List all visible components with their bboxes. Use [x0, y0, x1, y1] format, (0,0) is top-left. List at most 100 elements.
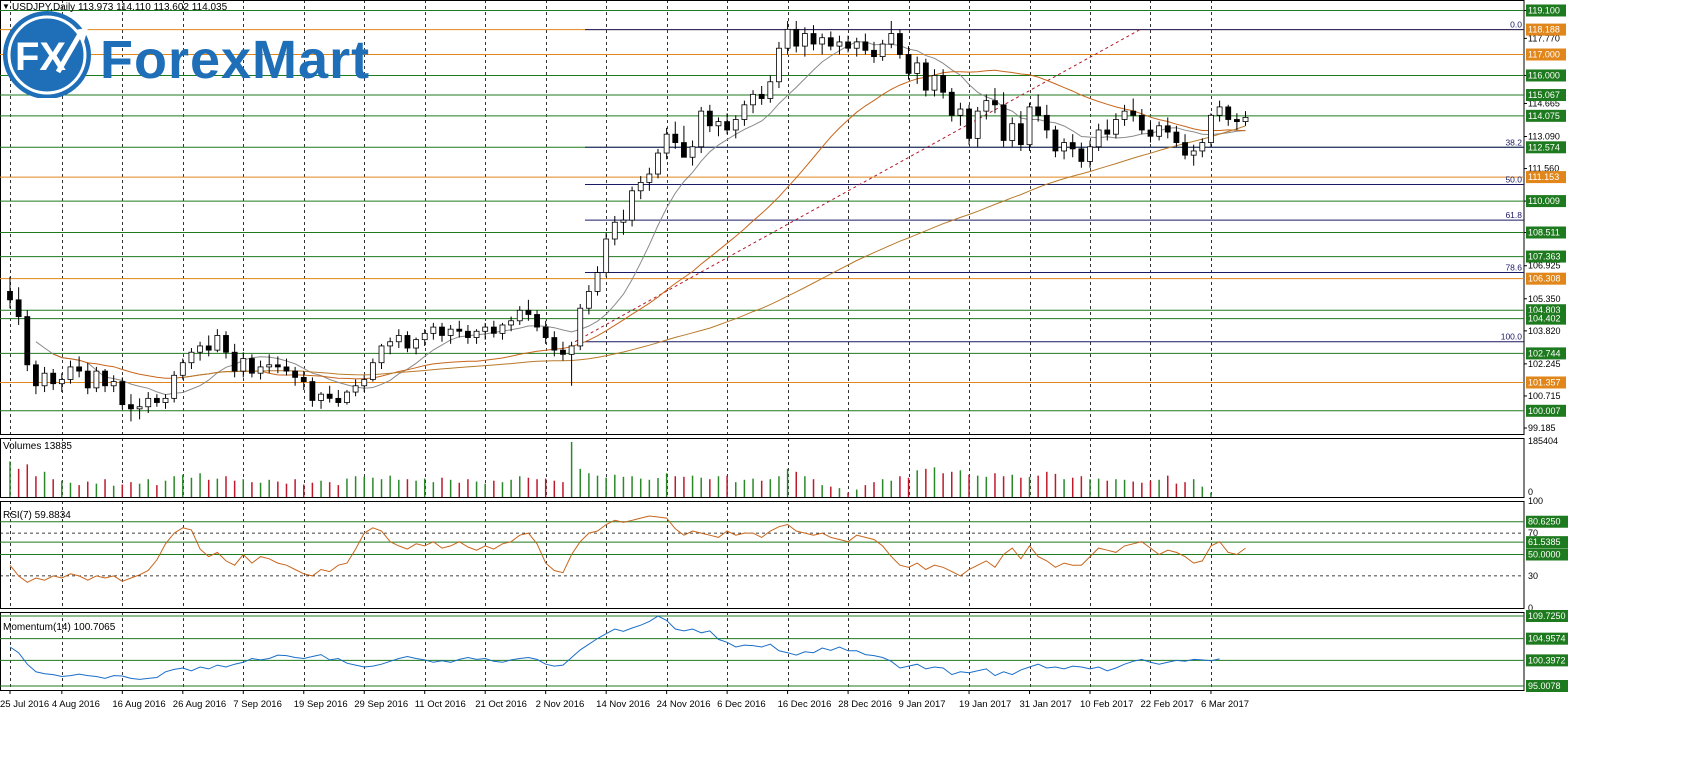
- candle-body: [205, 345, 212, 351]
- candle-body: [318, 393, 324, 401]
- candle-body: [41, 372, 48, 387]
- forexmart-logo: FX ForexMart: [3, 11, 369, 98]
- candle-body: [50, 372, 57, 385]
- candle-body: [1026, 106, 1033, 146]
- candle-body: [940, 75, 947, 93]
- rsi-level-box: [1526, 536, 1568, 549]
- triangle-down-icon[interactable]: ▼: [2, 2, 10, 11]
- candle-body: [646, 173, 653, 183]
- candle-body: [689, 146, 696, 158]
- candle-body: [378, 345, 385, 364]
- momentum-level-box: [1526, 610, 1568, 622]
- level-label-box: [1526, 312, 1566, 325]
- price-tick-label: 114.665: [1528, 98, 1560, 108]
- level-label: 119.100: [1528, 5, 1560, 15]
- candle-body: [482, 326, 489, 332]
- rsi-title: RSI(7) 59.8834: [3, 510, 71, 521]
- candle-body: [1208, 114, 1214, 143]
- candle-body: [188, 351, 195, 364]
- candle-body: [344, 391, 350, 403]
- fib-label: 78.6: [1505, 263, 1522, 273]
- candle-body: [24, 316, 31, 366]
- rsi-tick-label: 70: [1528, 528, 1538, 538]
- level-label: 112.574: [1528, 142, 1560, 152]
- candle-body: [1147, 129, 1154, 137]
- candle-body: [1182, 142, 1188, 156]
- date-tick-label: 6 Dec 2016: [717, 699, 766, 710]
- candle-body: [568, 345, 575, 355]
- candle-body: [1078, 148, 1085, 162]
- candle-body: [741, 104, 748, 120]
- candle-body: [1190, 150, 1197, 156]
- candle-body: [784, 28, 791, 49]
- level-label: 107.363: [1528, 252, 1561, 262]
- date-tick-label: 7 Sep 2016: [233, 699, 282, 710]
- candle-body: [655, 152, 661, 175]
- candle-body: [1233, 119, 1240, 123]
- date-tick-label: 4 Aug 2016: [52, 699, 100, 710]
- candle-body: [274, 364, 281, 368]
- candle-body: [1173, 131, 1180, 143]
- candle-body: [430, 326, 437, 334]
- rsi-tick-label: 100: [1528, 496, 1543, 506]
- candle-body: [1017, 123, 1024, 146]
- price-tick-label: 102.245: [1528, 359, 1561, 369]
- date-tick-label: 9 Jan 2017: [899, 699, 946, 710]
- rsi-line: [9, 515, 1246, 583]
- level-label: 110.009: [1528, 196, 1560, 206]
- candle-body: [871, 49, 877, 58]
- candle-body: [1113, 119, 1119, 135]
- candle-body: [456, 328, 463, 332]
- candle-body: [992, 100, 998, 106]
- level-label: 118.188: [1528, 25, 1560, 35]
- momentum-level-box: [1526, 632, 1568, 645]
- candle-body: [525, 309, 532, 315]
- date-tick-label: 31 Jan 2017: [1020, 699, 1072, 710]
- candle-body: [257, 366, 264, 374]
- date-tick-label: 22 Feb 2017: [1140, 699, 1193, 710]
- candle-body: [611, 221, 618, 240]
- rsi-level-label: 80.6250: [1528, 517, 1561, 527]
- rsi-pane-marks: [0, 515, 1524, 583]
- candle-body: [922, 62, 929, 91]
- level-label-box: [1526, 195, 1566, 208]
- candle-body: [1087, 146, 1093, 162]
- candle-body: [223, 335, 229, 353]
- candle-body: [750, 93, 756, 106]
- candle-body: [715, 121, 722, 127]
- fib-label: 0.0: [1510, 20, 1522, 30]
- level-label-box: [1526, 347, 1566, 360]
- candle-body: [67, 366, 74, 380]
- level-label-box: [1526, 404, 1566, 417]
- level-label-box: [1526, 141, 1566, 154]
- candle-body: [352, 385, 359, 393]
- price-tick-label: 99.185: [1528, 423, 1556, 433]
- candle-body: [974, 110, 981, 139]
- candle-body: [681, 142, 687, 158]
- candle-body: [1199, 142, 1206, 152]
- candle-body: [793, 28, 800, 47]
- pane-border: [0, 612, 1525, 691]
- candle-body: [724, 121, 731, 131]
- candle-body: [1095, 129, 1102, 148]
- candle-body: [58, 379, 65, 385]
- candle-body: [266, 364, 273, 368]
- candle-body: [853, 41, 860, 49]
- candle-body: [128, 404, 134, 410]
- price-tick-label: 105.350: [1528, 294, 1561, 304]
- candle-body: [914, 62, 921, 74]
- candle-body: [551, 337, 558, 351]
- candle-body: [1130, 110, 1137, 116]
- level-label: 114.075: [1528, 111, 1560, 121]
- candle-body: [326, 393, 333, 399]
- horizontal-levels: [0, 9, 1524, 412]
- level-label: 111.153: [1528, 172, 1559, 182]
- candle-body: [1052, 129, 1059, 152]
- fib-label: 61.8: [1505, 210, 1522, 220]
- level-label-box: [1526, 171, 1566, 184]
- candle-body: [577, 307, 584, 347]
- candle-body: [15, 299, 22, 317]
- level-label-box: [1526, 4, 1566, 17]
- candle-body: [84, 370, 91, 389]
- rsi-tick-label: 0: [1528, 603, 1533, 613]
